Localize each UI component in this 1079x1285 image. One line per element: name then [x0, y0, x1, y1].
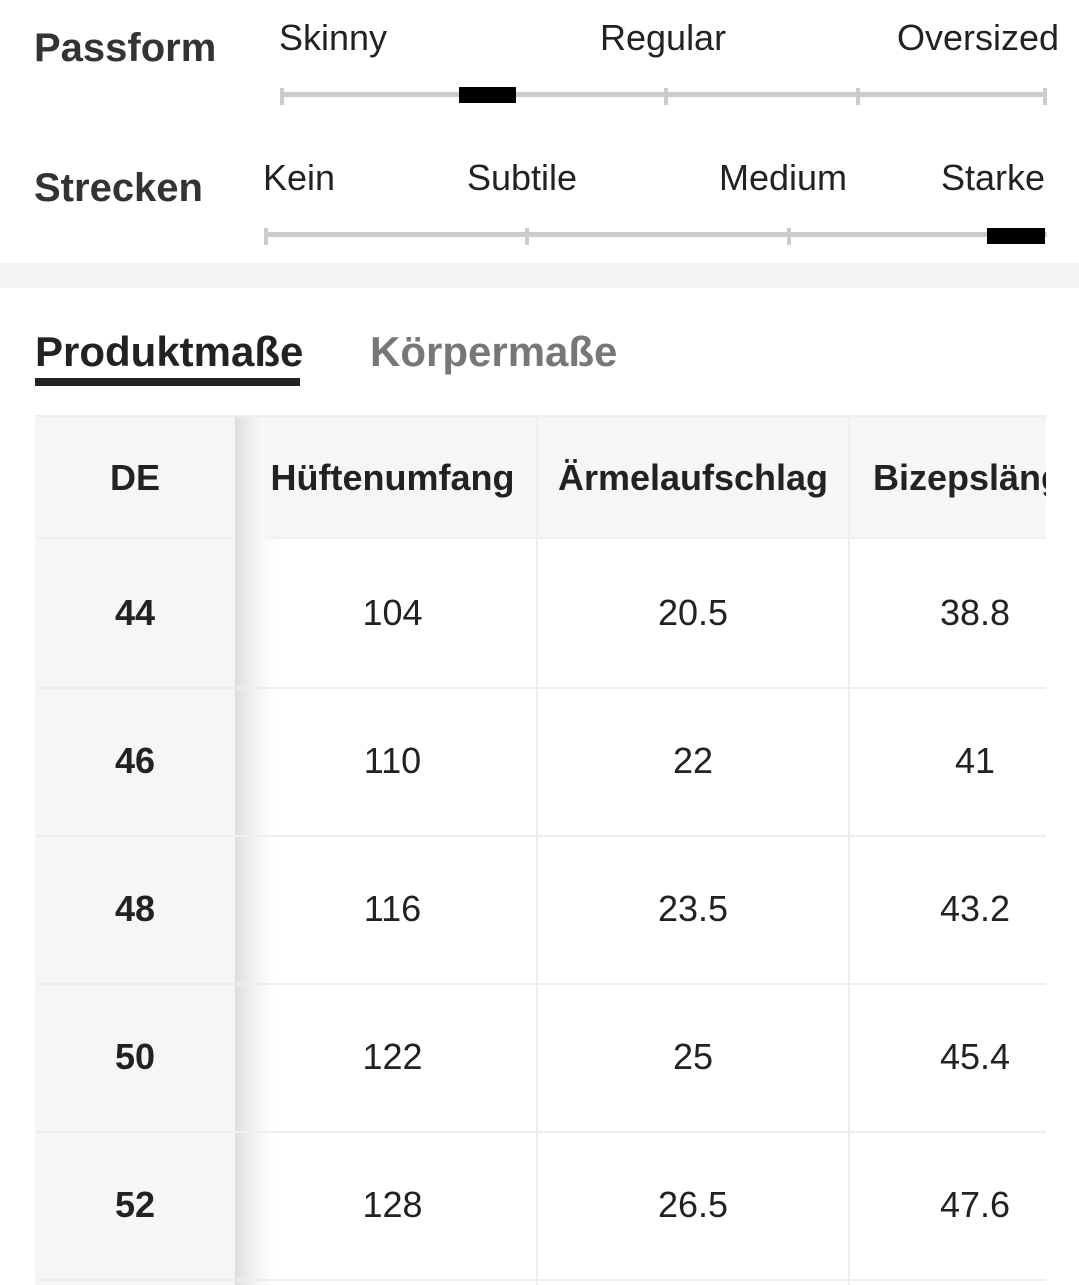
strecken-label: Strecken — [34, 166, 203, 210]
size-cell: 44 — [114, 592, 156, 633]
passform-label: Passform — [34, 26, 217, 70]
strecken-track — [264, 232, 1047, 237]
row-divider — [35, 1279, 1046, 1281]
passform-indicator — [458, 87, 516, 103]
sticky-column-shadow — [235, 417, 275, 1285]
row-divider — [35, 983, 1046, 985]
row-divider — [35, 687, 1046, 689]
table-cell: 116 — [363, 888, 422, 929]
table-cell: 22 — [672, 740, 714, 781]
passform-tick — [664, 88, 668, 105]
passform-track — [280, 92, 1047, 97]
size-cell: 52 — [114, 1184, 156, 1225]
size-column-background — [35, 417, 235, 1285]
header-cell-de: DE — [109, 457, 160, 498]
strecken-option-subtile: Subtile — [467, 157, 578, 198]
header-cell-hueftenumfang: Hüftenumfang — [270, 457, 515, 498]
strecken-option-medium: Medium — [719, 157, 848, 198]
table-cell: 122 — [362, 1036, 423, 1077]
table-cell: 128 — [362, 1184, 423, 1225]
passform-option-regular: Regular — [600, 17, 727, 58]
strecken-tick — [525, 228, 529, 245]
strecken-option-kein: Kein — [263, 157, 336, 198]
row-divider — [35, 1131, 1046, 1133]
tab-produktmasse[interactable]: Produktmaße — [35, 328, 304, 375]
table-cell: 26.5 — [657, 1184, 729, 1225]
passform-option-skinny: Skinny — [279, 17, 388, 58]
strecken-indicator — [986, 228, 1045, 244]
table-cell: 41 — [954, 740, 996, 781]
strecken-tick — [787, 228, 791, 245]
strecken-tick — [264, 228, 268, 245]
table-cell: 45.4 — [939, 1036, 1011, 1077]
section-divider — [0, 263, 1079, 288]
tab-koerpermasse[interactable]: Körpermaße — [370, 328, 618, 375]
size-table[interactable]: DE Hüftenumfang Ärmelaufschlag Bizepslän… — [35, 415, 1046, 1285]
size-cell: 50 — [114, 1036, 156, 1077]
table-header-row — [35, 417, 1046, 539]
active-tab-underline — [35, 378, 300, 386]
column-divider — [536, 417, 538, 1285]
table-cell: 23.5 — [657, 888, 729, 929]
table-cell: 110 — [363, 740, 422, 781]
passform-option-oversized: Oversized — [897, 17, 1060, 58]
table-cell: 43.2 — [939, 888, 1011, 929]
column-divider — [848, 417, 850, 1285]
header-cell-aermelaufschlag: Ärmelaufschlag — [557, 457, 829, 498]
strecken-option-starke: Starke — [941, 157, 1046, 198]
table-cell: 25 — [672, 1036, 714, 1077]
size-cell: 46 — [114, 740, 156, 781]
row-divider — [35, 835, 1046, 837]
table-cell: 38.8 — [939, 592, 1011, 633]
size-cell: 48 — [114, 888, 156, 929]
passform-tick — [280, 88, 284, 105]
header-cell-bizepslaenge: Bizepslänge — [873, 457, 1046, 498]
table-cell: 104 — [362, 592, 423, 633]
table-cell: 47.6 — [939, 1184, 1011, 1225]
table-cell: 20.5 — [657, 592, 729, 633]
passform-tick — [1043, 88, 1047, 105]
passform-tick — [856, 88, 860, 105]
